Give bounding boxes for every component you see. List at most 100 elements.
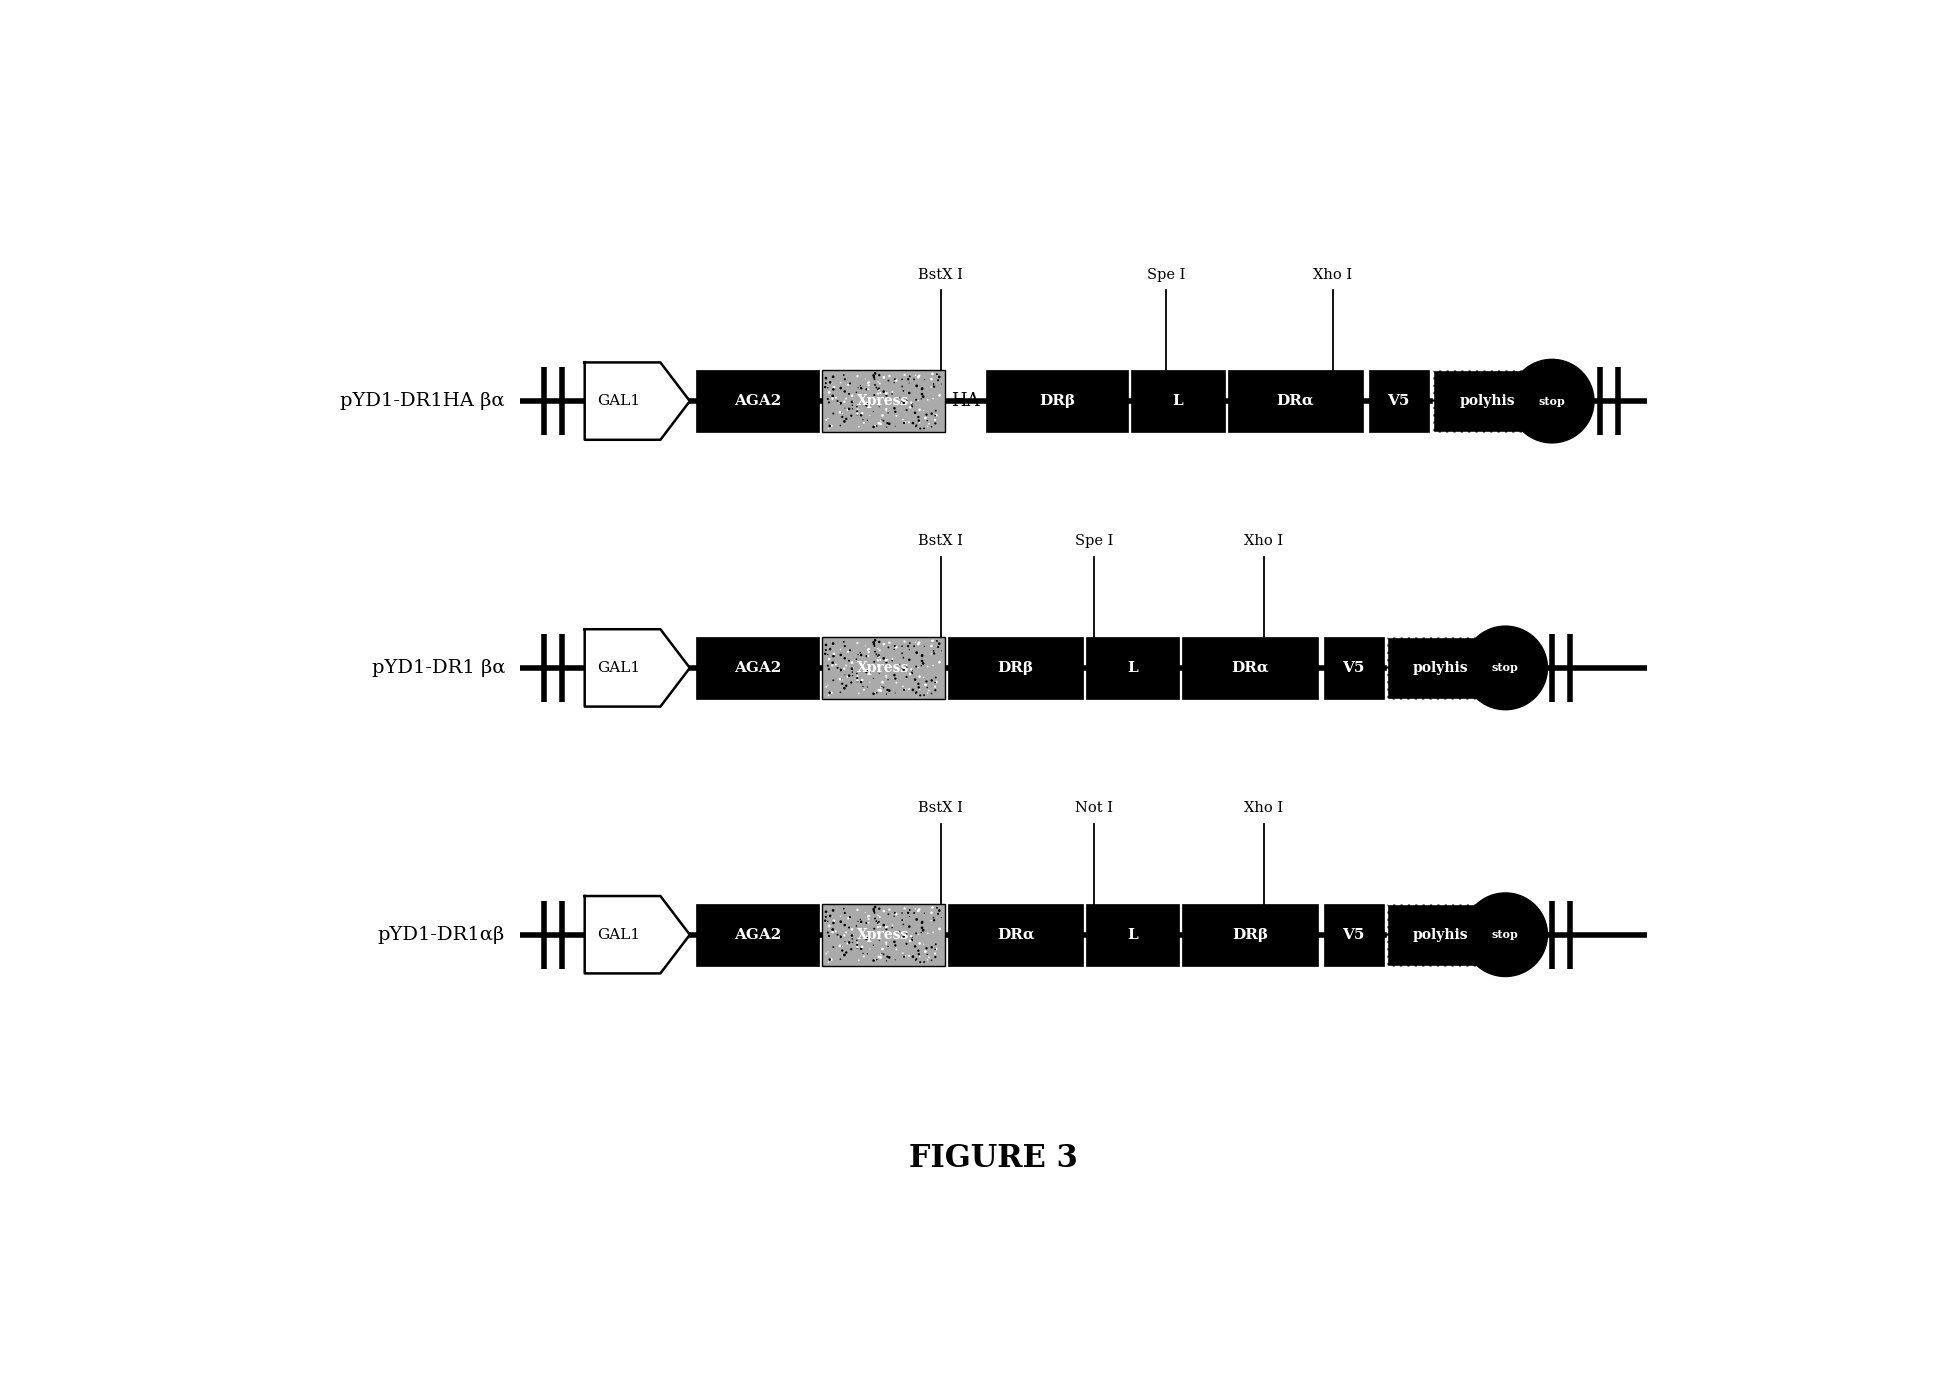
Text: DRβ: DRβ: [1233, 927, 1267, 941]
Point: [917, 897, 948, 919]
Point: [814, 391, 845, 413]
Point: [820, 920, 851, 942]
Point: [841, 669, 872, 692]
Point: [833, 650, 864, 672]
Point: [859, 651, 890, 674]
Point: [917, 949, 948, 972]
Point: [845, 374, 876, 396]
Point: [880, 682, 911, 704]
Point: [829, 396, 860, 419]
Point: [905, 685, 936, 707]
Point: [893, 905, 924, 927]
Point: [870, 931, 901, 954]
Point: [901, 656, 932, 678]
Point: [915, 909, 946, 931]
Point: [860, 643, 891, 665]
Point: [810, 905, 841, 927]
Point: [870, 651, 901, 674]
Point: [855, 671, 886, 693]
Point: [814, 905, 845, 927]
Point: [859, 918, 890, 940]
Point: [826, 414, 857, 437]
Point: [917, 369, 948, 391]
Point: [876, 650, 907, 672]
Point: [870, 384, 901, 406]
Point: [909, 685, 940, 707]
Point: [810, 643, 841, 665]
Point: [901, 948, 932, 970]
Point: [847, 656, 878, 678]
Point: [814, 685, 845, 707]
Bar: [822, 904, 946, 966]
Point: [814, 371, 845, 394]
Point: [837, 391, 868, 413]
Point: [841, 398, 872, 420]
Point: [818, 402, 849, 424]
Point: [812, 654, 843, 676]
Point: [835, 938, 866, 960]
Point: [884, 387, 915, 409]
Point: [862, 679, 893, 701]
Point: [859, 369, 890, 391]
Point: [843, 911, 874, 933]
Point: [855, 927, 886, 949]
Point: [855, 405, 886, 427]
Point: [855, 394, 886, 416]
Point: [915, 643, 946, 665]
Point: [866, 409, 897, 431]
Point: [859, 401, 890, 423]
Point: [888, 657, 919, 679]
Point: [841, 402, 872, 424]
Point: [831, 675, 862, 697]
Point: [903, 632, 934, 654]
Point: [888, 642, 919, 664]
Point: [860, 377, 891, 399]
Point: [837, 398, 868, 420]
Point: [922, 902, 953, 924]
Point: [907, 378, 938, 401]
Point: [833, 374, 864, 396]
Point: [853, 378, 884, 401]
Point: [859, 633, 890, 656]
Bar: [1087, 638, 1180, 699]
Point: [833, 908, 864, 930]
Point: [818, 900, 849, 922]
Point: [872, 904, 903, 926]
Point: [921, 405, 952, 427]
Point: [880, 668, 911, 690]
Bar: [986, 370, 1128, 432]
Point: [829, 369, 860, 391]
Point: [886, 660, 917, 682]
Point: [853, 371, 884, 394]
Point: [862, 912, 893, 934]
Point: [814, 915, 845, 937]
Point: [833, 931, 864, 954]
Point: [893, 916, 924, 938]
Point: [853, 392, 884, 414]
Point: [893, 371, 924, 394]
Point: [903, 900, 934, 922]
Point: [862, 371, 893, 394]
Point: [895, 930, 926, 952]
Point: [829, 678, 860, 700]
Point: [921, 938, 952, 960]
Point: [814, 638, 845, 660]
Point: [845, 642, 876, 664]
Point: [874, 413, 905, 435]
Point: [841, 381, 872, 403]
Point: [829, 930, 860, 952]
Point: [862, 649, 893, 671]
Point: [812, 911, 843, 933]
Point: [905, 399, 936, 421]
Point: [888, 675, 919, 697]
Point: [866, 944, 897, 966]
Point: [880, 934, 911, 956]
Point: [905, 417, 936, 439]
Point: [845, 908, 876, 930]
Point: [855, 938, 886, 960]
Point: [880, 931, 911, 954]
Point: [905, 388, 936, 410]
Point: [905, 654, 936, 676]
Point: [824, 392, 855, 414]
Point: [841, 632, 872, 654]
